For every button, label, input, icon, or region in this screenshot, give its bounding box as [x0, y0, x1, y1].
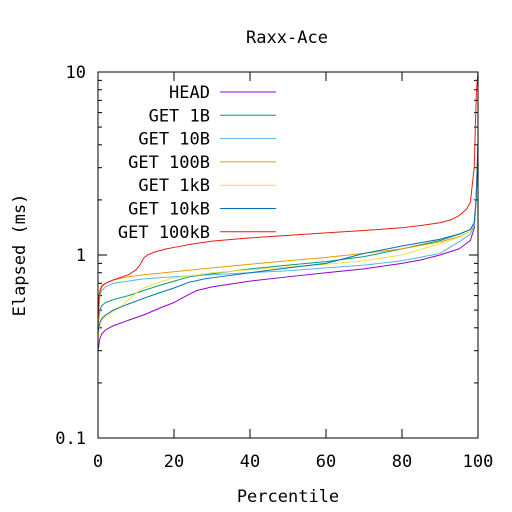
legend-label-get-10b: GET 10B — [138, 130, 210, 150]
legend: HEAD GET 1B GET 10B GET 100B GET 1kB GET 10kB… — [118, 83, 276, 243]
series-line-get-10b — [97, 144, 479, 319]
x-tick-label: 20 — [164, 452, 184, 472]
y-axis-label: Elapsed (ms) — [10, 194, 30, 317]
legend-label-get-1kb: GET 1kB — [138, 176, 210, 196]
x-tick-label: 80 — [392, 452, 412, 472]
series-line-head — [97, 144, 479, 351]
series-line-get-100kb — [97, 71, 479, 319]
x-tick-label: 40 — [240, 452, 260, 472]
y-tick-label: 0.1 — [55, 429, 86, 449]
legend-label-get-100kb: GET 100kB — [118, 223, 210, 243]
x-tick-label: 100 — [463, 452, 494, 472]
series-layer — [97, 71, 479, 351]
x-tick-label: 0 — [93, 452, 103, 472]
series-line-get-10kb — [97, 144, 479, 332]
series-line-get-1kb — [97, 144, 479, 339]
y-tick-label: 10 — [66, 63, 86, 83]
tick-layer: 0 20 40 60 80 100 0.1 1 10 — [55, 63, 493, 472]
legend-label-get-10kb: GET 10kB — [128, 200, 210, 220]
plot-frame — [97, 71, 479, 439]
x-axis-label: Percentile — [237, 487, 339, 507]
legend-label-head: HEAD — [169, 83, 210, 103]
y-tick-label: 1 — [76, 246, 86, 266]
legend-label-get-1b: GET 1B — [149, 106, 210, 126]
x-tick-label: 60 — [316, 452, 336, 472]
legend-label-get-100b: GET 100B — [128, 153, 210, 173]
chart-title: Raxx-Ace — [246, 28, 328, 48]
